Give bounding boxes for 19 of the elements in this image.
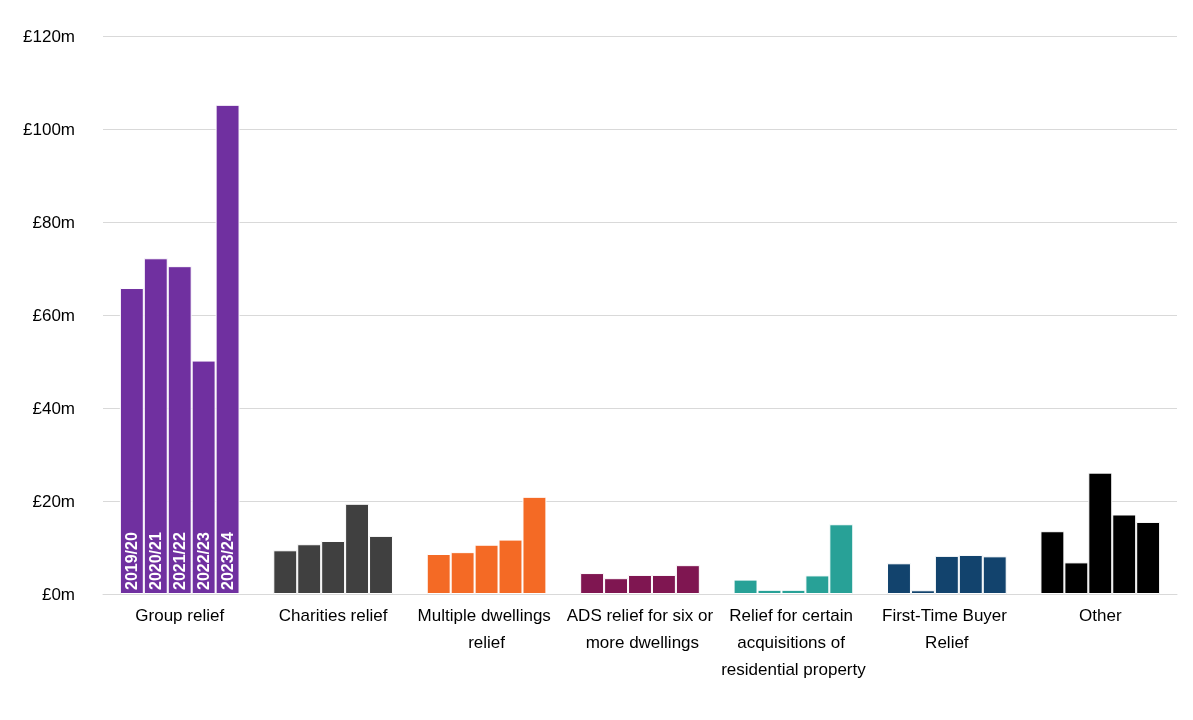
series-label: 2020/21 bbox=[147, 532, 165, 590]
y-tick-label: £100m bbox=[23, 119, 75, 139]
series-label: 2019/20 bbox=[123, 532, 141, 590]
y-tick-label: £40m bbox=[32, 398, 75, 418]
x-tick-label: ADS relief for six or more dwellings bbox=[566, 606, 714, 652]
series-label: 2021/22 bbox=[171, 532, 189, 590]
y-tick-label: £60m bbox=[32, 305, 75, 325]
x-tick-label: Relief for certain acquisitions of residential property bbox=[721, 606, 867, 679]
x-tick-label: Charities relief bbox=[278, 606, 388, 625]
y-tick-label: £20m bbox=[32, 491, 75, 511]
y-tick-label: £120m bbox=[23, 26, 75, 46]
y-tick-label: £0m bbox=[41, 584, 75, 604]
x-tick-label: First-Time Buyer Relief bbox=[882, 606, 1012, 652]
x-tick-label: Multiple dwellings relief bbox=[417, 606, 556, 652]
x-tick-label: Group relief bbox=[135, 606, 225, 625]
series-label: 2022/23 bbox=[195, 532, 213, 590]
y-tick-label: £80m bbox=[32, 212, 75, 232]
series-label: 2023/24 bbox=[219, 532, 237, 590]
x-tick-label: Other bbox=[1079, 606, 1122, 625]
